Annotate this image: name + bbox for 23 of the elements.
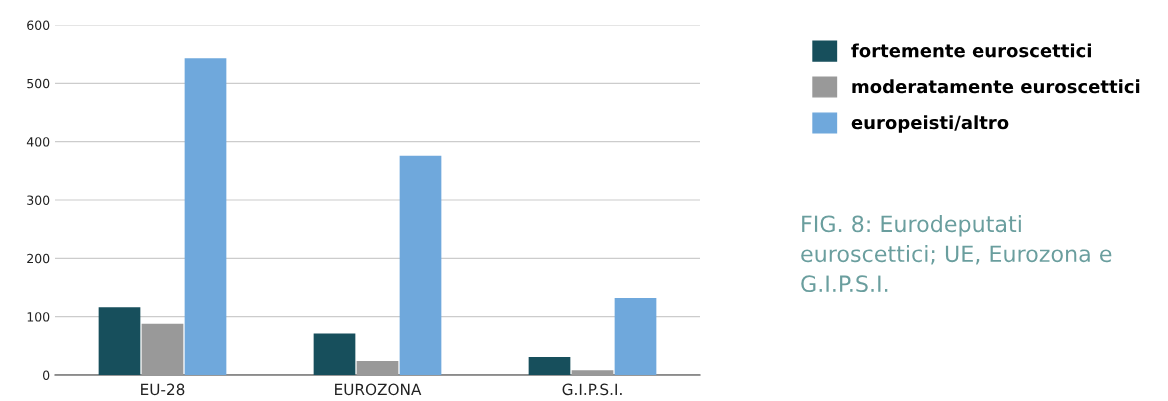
- legend-label: europeisti/altro: [851, 115, 1009, 133]
- legend-label: fortemente euroscettici: [851, 43, 1091, 58]
- y-tick-label: 600: [27, 20, 50, 30]
- bar: [184, 58, 227, 375]
- y-tick-label: 500: [27, 78, 50, 89]
- y-tick-label: 0: [43, 370, 50, 380]
- x-tick-label: G.I.P.S.I.: [562, 383, 622, 396]
- bar: [399, 155, 442, 375]
- x-tick-label: EUROZONA: [335, 383, 422, 396]
- y-tick-label: 400: [26, 137, 50, 147]
- bar: [614, 298, 657, 375]
- bar: [313, 333, 356, 375]
- caption: FIG. 8: Eurodeputati euroscettici; UE, Eurozona e G.I.P.S.I.: [801, 215, 1112, 293]
- y-tick-label: 200: [27, 253, 50, 264]
- bar: [571, 370, 614, 375]
- legend-label: moderatamente euroscettici: [852, 79, 1140, 94]
- bar: [98, 307, 141, 375]
- bar: [528, 356, 571, 375]
- y-tick-label: 100: [27, 312, 50, 322]
- x-tick-label: EU-28: [141, 383, 185, 396]
- bar: [356, 361, 399, 375]
- y-tick-label: 300: [27, 195, 50, 205]
- bar: [141, 323, 184, 375]
